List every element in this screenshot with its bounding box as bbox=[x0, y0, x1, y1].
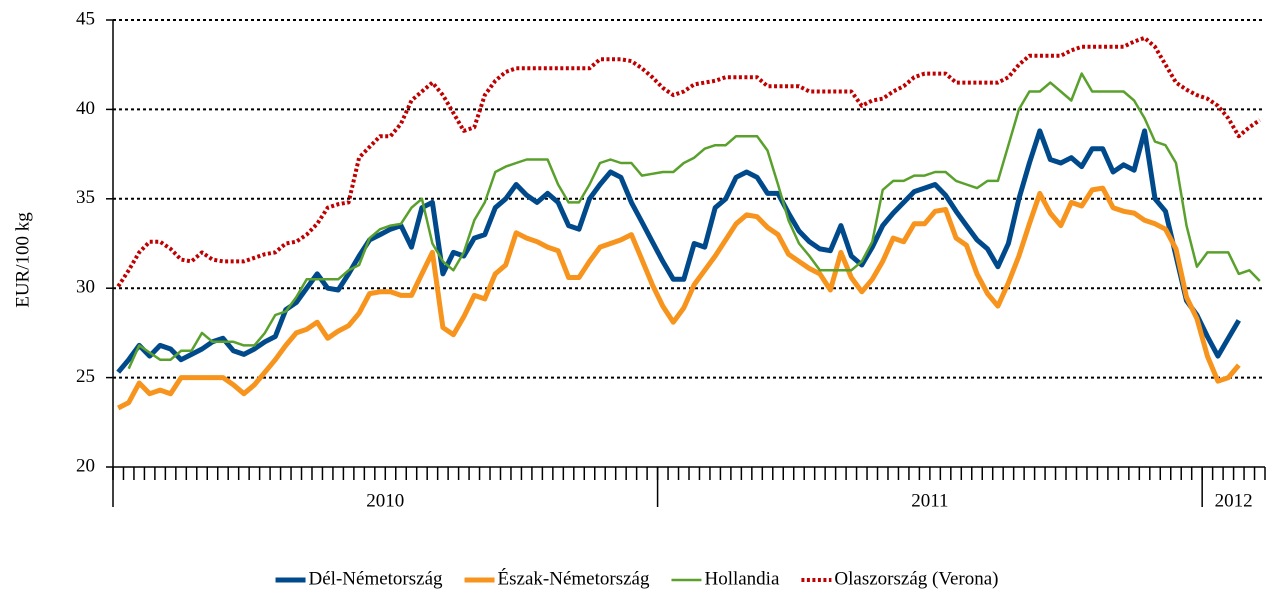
y-tick-label: 40 bbox=[76, 98, 95, 119]
series-line bbox=[116, 35, 1261, 288]
x-group-label: 2011 bbox=[911, 490, 948, 511]
legend-label: Észak-Németország bbox=[498, 567, 650, 589]
legend-label: Olaszország (Verona) bbox=[834, 568, 998, 589]
x-group-label: 2010 bbox=[366, 490, 404, 511]
y-tick-label: 35 bbox=[76, 187, 95, 208]
y-tick-label: 45 bbox=[76, 8, 95, 29]
series-line bbox=[127, 72, 1261, 370]
legend-label: Hollandia bbox=[704, 568, 779, 589]
y-tick-label: 25 bbox=[76, 366, 95, 387]
y-axis-label: EUR/100 kg bbox=[12, 212, 33, 308]
y-tick-label: 20 bbox=[76, 455, 95, 476]
legend-label: Dél-Németország bbox=[309, 568, 443, 589]
series-line bbox=[116, 128, 1241, 374]
x-group-label: 2012 bbox=[1215, 490, 1253, 511]
y-tick-label: 30 bbox=[76, 277, 95, 298]
series-line bbox=[117, 185, 1241, 411]
